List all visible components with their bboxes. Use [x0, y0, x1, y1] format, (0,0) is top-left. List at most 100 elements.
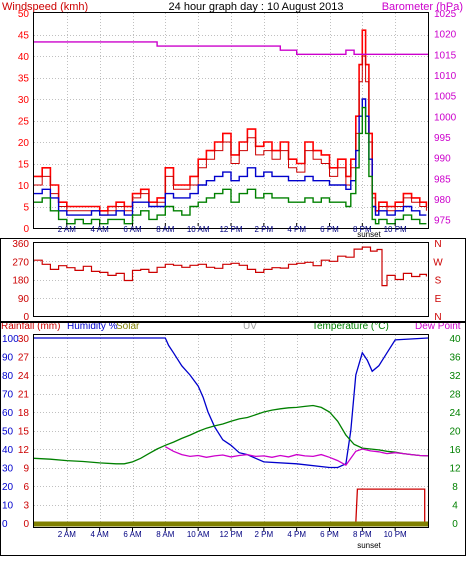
direction-tick-label: 270 [12, 257, 29, 268]
barometer-tick-label: 1010 [434, 71, 457, 82]
windspeed-tick-label: 15 [18, 160, 30, 171]
direction-tick-label: 360 [12, 239, 29, 250]
humidity-tick-label: 40 [2, 445, 14, 456]
compass-label: E [435, 294, 442, 305]
rainfall-tick-label: 9 [23, 464, 29, 475]
time-label: 10 PM [384, 225, 407, 234]
barometer-tick-label: 1005 [434, 92, 457, 103]
temperature-tick-label: 8 [452, 482, 458, 493]
temperature-tick-label: 24 [449, 408, 461, 419]
rainfall-tick-label: 3 [23, 501, 29, 512]
time-label: 12 PM [219, 225, 242, 234]
windspeed-tick-label: 10 [18, 181, 30, 192]
humidity-tick-label: 70 [2, 390, 14, 401]
wind-gust-series [34, 29, 428, 212]
temperature-gridlines [34, 335, 428, 527]
barometer-tick-label: 975 [434, 216, 451, 227]
time-label: 8 PM [353, 530, 372, 539]
sunset-label-bottom: sunset [357, 541, 381, 550]
direction-gridlines [34, 243, 428, 316]
time-label: 12 PM [219, 530, 242, 539]
windspeed-tick-label: 35 [18, 74, 30, 85]
rainfall-tick-label: 18 [18, 408, 30, 419]
humidity-axis-ticks: 0 10 20 30 40 50 60 70 80 90 100 [2, 334, 19, 530]
humidity-tick-label: 30 [2, 464, 14, 475]
windspeed-tick-label: 50 [18, 9, 30, 20]
direction-degree-ticks: 0 90 180 270 360 [12, 239, 29, 323]
rainfall-tick-label: 21 [18, 390, 30, 401]
graph-title: 24 hour graph day : 10 August 2013 [169, 1, 344, 13]
barometer-tick-label: 995 [434, 133, 451, 144]
barometer-tick-label: 1015 [434, 50, 457, 61]
humidity-axis-title: Humidity % [67, 321, 118, 332]
windspeed-axis-title: Windspeed (kmh) [2, 1, 88, 13]
temperature-tick-label: 4 [452, 501, 458, 512]
barometer-series [34, 41, 428, 55]
humidity-tick-label: 20 [2, 482, 14, 493]
top-section-border [0, 238, 466, 322]
direction-tick-label: 0 [23, 312, 29, 323]
temperature-tick-label: 16 [449, 445, 461, 456]
temperature-tick-label: 12 [449, 464, 461, 475]
temperature-tick-label: 20 [449, 427, 461, 438]
windspeed-tick-label: 25 [18, 117, 30, 128]
wind-direction-series [34, 246, 427, 287]
time-label: 6 AM [123, 225, 142, 234]
wind-average-series [34, 98, 427, 216]
dewpoint-series [164, 446, 429, 467]
temperature-tick-label: 0 [452, 519, 458, 530]
wind-series-layer [34, 29, 428, 225]
humidity-series [34, 337, 429, 469]
compass-label: S [435, 276, 442, 287]
time-label: 2 AM [58, 530, 77, 539]
temperature-tick-label: 32 [449, 371, 461, 382]
temperature-series [33, 404, 429, 465]
dewpoint-title: Dew Point [415, 321, 461, 332]
rainfall-tick-label: 12 [18, 445, 30, 456]
humidity-tick-label: 80 [2, 371, 14, 382]
barometer-axis-title: Barometer (hPa) [382, 1, 463, 13]
direction-series-layer [34, 246, 427, 287]
rainfall-axis-ticks: 0 3 6 9 12 15 18 21 24 27 30 [18, 334, 30, 530]
time-label: 2 PM [254, 530, 273, 539]
temperature-tick-label: 28 [449, 390, 461, 401]
time-label: 4 PM [287, 225, 306, 234]
compass-label: N [434, 312, 441, 323]
humidity-tick-label: 90 [2, 353, 14, 364]
barometer-tick-label: 1000 [434, 112, 457, 123]
rainfall-tick-label: 6 [23, 482, 29, 493]
rainfall-tick-label: 30 [18, 334, 30, 345]
time-label: 8 AM [156, 530, 175, 539]
barometer-axis-ticks: 975 980 985 990 995 1000 1005 1010 1015 1020 1025 [434, 9, 457, 227]
windspeed-tick-label: 20 [18, 138, 30, 149]
wind-low-series [34, 106, 427, 225]
time-label: 4 AM [91, 530, 110, 539]
direction-tick-label: 90 [18, 294, 30, 305]
windspeed-tick-label: 5 [23, 203, 29, 214]
temperature-series-layer [33, 337, 429, 527]
humidity-tick-label: 100 [2, 334, 19, 345]
barometer-tick-label: 990 [434, 154, 451, 165]
rainfall-tick-label: 15 [18, 427, 30, 438]
windspeed-tick-label: 0 [23, 224, 29, 235]
time-label: 4 AM [91, 225, 110, 234]
windspeed-tick-label: 40 [18, 52, 30, 63]
rainfall-tick-label: 0 [23, 519, 29, 530]
rainfall-tick-label: 27 [18, 353, 30, 364]
time-label: 6 PM [320, 225, 339, 234]
sunset-label-top: sunset [357, 230, 381, 239]
wind-peak-series [34, 55, 427, 216]
time-label: 10 AM [187, 225, 210, 234]
temperature-time-axis: 2 AM 4 AM 6 AM 8 AM 10 AM 12 PM 2 PM 4 PM 6 PM 8 … [58, 528, 407, 539]
direction-tick-label: 180 [12, 276, 29, 287]
time-label: 6 PM [320, 530, 339, 539]
time-label: 10 AM [187, 530, 210, 539]
time-label: 8 PM [353, 225, 372, 234]
humidity-tick-label: 60 [2, 408, 14, 419]
barometer-tick-label: 985 [434, 174, 451, 185]
rainfall-tick-label: 24 [18, 371, 30, 382]
bottom-section-border [0, 322, 466, 556]
temperature-tick-label: 36 [449, 353, 461, 364]
